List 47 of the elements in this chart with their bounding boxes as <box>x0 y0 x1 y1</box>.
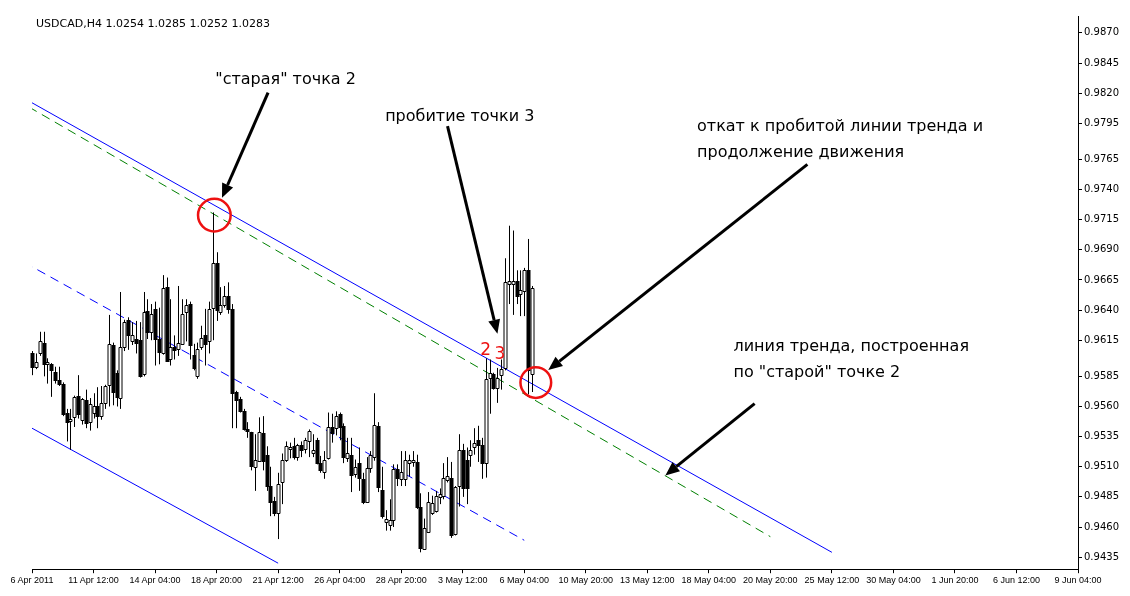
candlestick <box>153 301 158 367</box>
y-tick-label: 0.9690 <box>1084 243 1119 255</box>
annotation: 2 <box>480 337 491 361</box>
x-tick-label: 11 Apr 12:00 <box>68 575 119 586</box>
y-tick-label: 0.9795 <box>1084 116 1119 128</box>
x-tick-label: 1 Jun 20:00 <box>931 575 979 586</box>
x-tick-label: 26 Apr 04:00 <box>314 575 366 586</box>
annotation: 3 <box>494 342 506 366</box>
y-tick-label: 0.9510 <box>1084 460 1119 472</box>
x-tick-label: 20 May 20:00 <box>743 575 798 586</box>
y-tick-label: 0.9740 <box>1084 183 1119 195</box>
y-tick-label: 0.9485 <box>1084 490 1119 502</box>
chart-title: USDCAD,H4 1.0254 1.0285 1.0252 1.0283 <box>36 17 270 31</box>
candlestick <box>111 342 116 406</box>
y-tick-label: 0.9640 <box>1084 303 1119 315</box>
annotation: откат к пробитой линии тренда и продолжение движения <box>697 114 984 163</box>
x-tick-label: 28 Apr 20:00 <box>375 575 427 586</box>
x-tick-label: 3 May 12:00 <box>437 575 488 586</box>
x-tick-label: 21 Apr 12:00 <box>252 575 304 586</box>
x-tick-label: 6 May 04:00 <box>499 575 549 586</box>
x-tick-label: 9 Jun 04:00 <box>1054 575 1102 586</box>
y-tick-label: 0.9615 <box>1084 333 1119 345</box>
x-tick-label: 13 May 12:00 <box>620 575 675 586</box>
y-tick-label: 0.9715 <box>1084 213 1119 225</box>
x-tick-label: 10 May 20:00 <box>558 575 614 586</box>
candlestick <box>349 437 354 493</box>
x-tick-label: 25 May 12:00 <box>804 575 860 586</box>
x-tick-label: 18 Apr 20:00 <box>191 575 243 586</box>
x-tick-label: 18 May 04:00 <box>681 575 737 586</box>
x-tick-label: 30 May 04:00 <box>866 575 921 586</box>
y-tick-label: 0.9560 <box>1084 400 1119 412</box>
y-tick-label: 0.9460 <box>1084 520 1119 532</box>
annotation: линия тренда, построенная по "старой" точке 2 <box>733 334 970 383</box>
y-tick-label: 0.9845 <box>1084 56 1119 68</box>
y-tick-label: 0.9765 <box>1084 153 1119 165</box>
annotation: "старая" точка 2 <box>215 67 356 90</box>
y-tick-label: 0.9585 <box>1084 369 1119 381</box>
y-tick-label: 0.9665 <box>1084 273 1119 285</box>
y-tick-label: 0.9435 <box>1084 550 1119 562</box>
y-tick-label: 0.9820 <box>1084 86 1119 98</box>
y-tick-label: 0.9870 <box>1084 26 1119 38</box>
x-tick-label: 6 Jun 12:00 <box>992 575 1040 586</box>
x-tick-label: 14 Apr 04:00 <box>129 575 181 586</box>
annotation: пробитие точки 3 <box>385 105 535 128</box>
y-tick-label: 0.9535 <box>1084 430 1119 442</box>
candlestick <box>126 316 131 351</box>
x-tick-label: 6 Apr 2011 <box>10 575 54 586</box>
